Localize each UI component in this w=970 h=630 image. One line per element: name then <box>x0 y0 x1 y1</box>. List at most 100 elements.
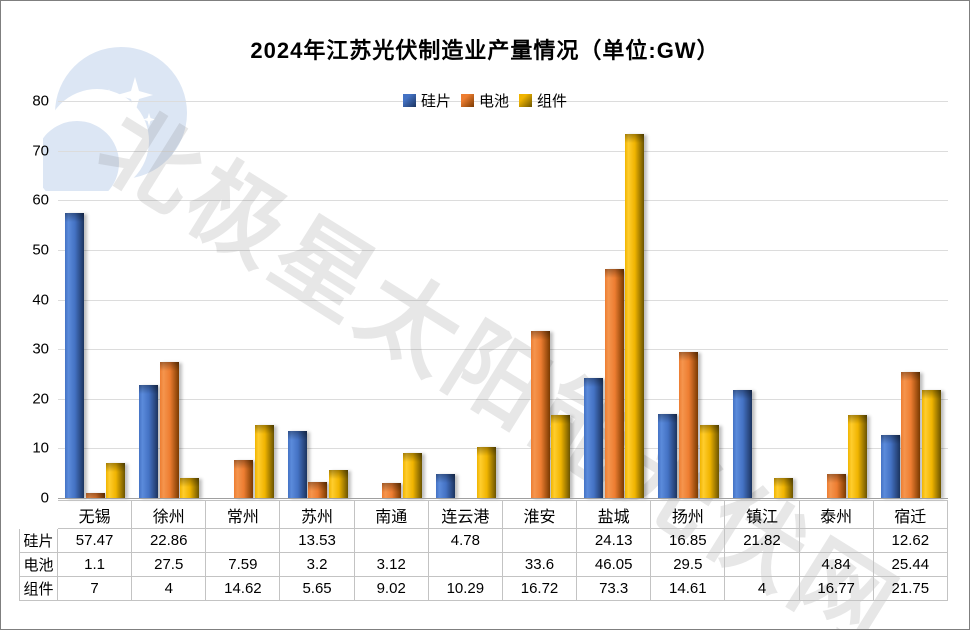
table-cell: 12.62 <box>873 529 948 553</box>
bar-组件-宿迁 <box>922 390 942 498</box>
y-axis-tick-label: 40 <box>32 291 49 308</box>
legend-item-硅片: 硅片 <box>402 90 451 111</box>
table-header-cell: 徐州 <box>132 500 207 529</box>
table-header-cell: 苏州 <box>280 500 355 529</box>
table-cell: 46.05 <box>577 553 652 577</box>
table-cell: 73.3 <box>577 577 652 601</box>
table-cell: 16.72 <box>502 577 578 601</box>
table-cell: 24.13 <box>577 529 652 553</box>
x-axis-line <box>58 498 948 499</box>
table-cell: 7 <box>58 577 133 601</box>
table-cell: 4.78 <box>428 529 503 553</box>
table-cell: 4 <box>132 577 207 601</box>
y-axis-tick-label: 30 <box>32 340 49 358</box>
gridline <box>58 398 948 400</box>
y-axis-tick-label: 70 <box>32 142 49 160</box>
bar-硅片-徐州 <box>139 384 159 498</box>
gridline <box>58 249 948 251</box>
bar-电池-南通 <box>382 482 402 498</box>
bar-硅片-苏州 <box>287 430 307 498</box>
table-cell: 4.84 <box>799 553 874 577</box>
legend-swatch-icon <box>460 94 474 107</box>
table-corner-cell <box>19 500 58 529</box>
bar-组件-徐州 <box>180 478 200 498</box>
table-cell: 1.1 <box>58 553 133 577</box>
bjx-polar-star-logo-icon <box>43 47 187 191</box>
bar-组件-镇江 <box>773 478 793 498</box>
table-cell: 13.53 <box>280 529 355 553</box>
bar-电池-泰州 <box>827 473 847 498</box>
table-row-label: 硅片 <box>19 529 58 553</box>
table-cell <box>725 553 800 577</box>
bar-硅片-镇江 <box>732 389 752 498</box>
gridline <box>58 101 948 102</box>
table-cell: 29.5 <box>651 553 726 577</box>
bar-电池-徐州 <box>159 361 179 498</box>
table-cell: 14.62 <box>206 577 281 601</box>
bar-组件-盐城 <box>625 134 645 498</box>
legend-item-组件: 组件 <box>519 90 567 111</box>
legend-label: 电池 <box>478 93 509 110</box>
bar-电池-淮安 <box>530 331 550 498</box>
y-axis-tick-label: 10 <box>32 439 49 457</box>
chart-title: 2024年江苏光伏制造业产量情况（单位:GW） <box>250 38 720 63</box>
y-axis-tick-label: 60 <box>32 191 49 209</box>
table-cell <box>799 529 874 553</box>
gridline <box>58 349 948 351</box>
table-cell: 3.12 <box>354 553 429 577</box>
bar-组件-连云港 <box>477 446 497 498</box>
table-cell: 10.29 <box>428 577 503 601</box>
bar-硅片-连云港 <box>435 474 455 498</box>
table-cell: 57.47 <box>58 529 133 553</box>
bar-硅片-盐城 <box>584 378 604 498</box>
bar-组件-常州 <box>254 425 274 498</box>
chart-legend: 硅片 电池 组件 <box>1 90 969 111</box>
gridline <box>58 299 948 301</box>
table-cell: 21.82 <box>725 529 800 553</box>
table-header-cell: 盐城 <box>577 500 652 529</box>
legend-label: 组件 <box>537 93 568 110</box>
table-cell: 14.61 <box>651 577 726 601</box>
table-cell: 33.6 <box>502 553 578 577</box>
bar-组件-南通 <box>402 453 422 498</box>
bar-组件-淮安 <box>551 415 571 498</box>
bar-电池-扬州 <box>678 351 698 498</box>
bar-组件-无锡 <box>106 463 126 498</box>
table-header-cell: 连云港 <box>428 500 503 529</box>
table-cell <box>428 553 503 577</box>
gridline <box>58 200 948 202</box>
legend-swatch-icon <box>519 94 532 107</box>
bar-组件-扬州 <box>699 425 719 498</box>
table-cell: 22.86 <box>132 529 207 553</box>
table-row-label: 组件 <box>19 577 58 601</box>
table-cell: 9.02 <box>354 577 429 601</box>
table-header-cell: 泰州 <box>799 500 874 529</box>
table-cell <box>502 529 578 553</box>
legend-item-电池: 电池 <box>460 90 509 111</box>
bar-电池-宿迁 <box>901 371 921 498</box>
table-cell: 16.77 <box>799 577 874 601</box>
bar-硅片-无锡 <box>65 212 84 498</box>
table-cell <box>354 529 429 553</box>
gridline <box>58 150 948 152</box>
bar-组件-苏州 <box>328 469 348 498</box>
table-header-cell: 扬州 <box>651 500 726 529</box>
table-cell: 5.65 <box>280 577 355 601</box>
table-cell: 3.2 <box>280 553 355 577</box>
bar-电池-苏州 <box>308 482 328 498</box>
bar-电池-无锡 <box>85 492 105 498</box>
table-header-cell: 宿迁 <box>873 500 948 529</box>
gridline <box>58 448 948 450</box>
y-axis-tick-label: 0 <box>40 489 49 507</box>
bar-硅片-扬州 <box>658 414 678 498</box>
table-cell: 21.75 <box>873 577 948 601</box>
table-cell: 7.59 <box>206 553 281 577</box>
table-header-cell: 镇江 <box>725 500 800 529</box>
table-cell <box>206 529 281 553</box>
bar-电池-常州 <box>233 460 253 498</box>
legend-swatch-icon <box>402 94 416 107</box>
table-cell: 16.85 <box>651 529 726 553</box>
table-header-cell: 无锡 <box>58 500 133 529</box>
bar-组件-泰州 <box>847 414 867 498</box>
